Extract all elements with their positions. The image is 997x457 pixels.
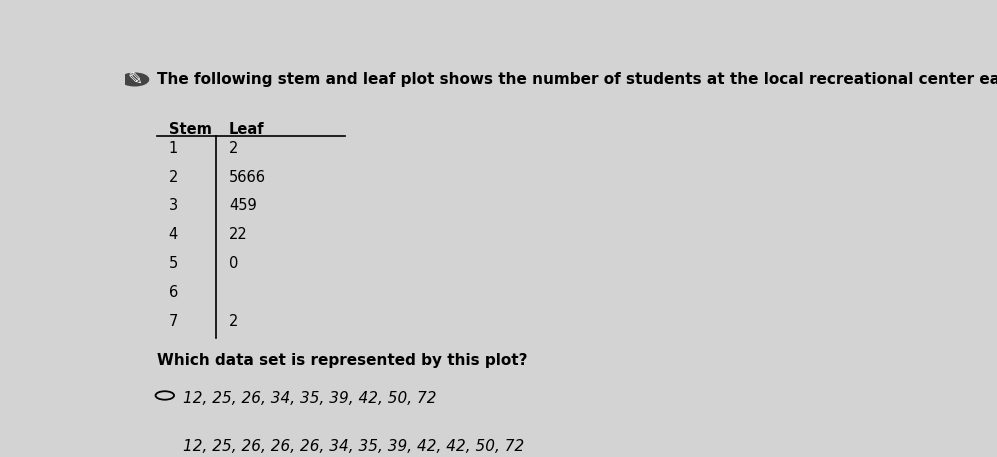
Text: 3: 3 xyxy=(168,198,177,213)
Text: 2: 2 xyxy=(229,314,238,329)
Text: 1: 1 xyxy=(168,141,177,156)
Text: 5666: 5666 xyxy=(229,170,266,185)
Text: 5: 5 xyxy=(168,256,177,271)
Text: 0: 0 xyxy=(229,256,238,271)
Circle shape xyxy=(121,73,149,86)
Text: ✎: ✎ xyxy=(127,70,143,89)
Text: 7: 7 xyxy=(168,314,178,329)
Text: 12, 25, 26, 34, 35, 39, 42, 50, 72: 12, 25, 26, 34, 35, 39, 42, 50, 72 xyxy=(182,391,436,406)
Text: 22: 22 xyxy=(229,227,247,242)
Text: 2: 2 xyxy=(229,141,238,156)
Text: Stem: Stem xyxy=(168,122,211,137)
Text: 4: 4 xyxy=(168,227,177,242)
Text: Which data set is represented by this plot?: Which data set is represented by this pl… xyxy=(158,352,527,367)
Text: 12, 25, 26, 26, 26, 34, 35, 39, 42, 42, 50, 72: 12, 25, 26, 26, 26, 34, 35, 39, 42, 42, … xyxy=(182,439,523,454)
Text: Leaf: Leaf xyxy=(229,122,264,137)
Text: 6: 6 xyxy=(168,285,177,300)
Text: 459: 459 xyxy=(229,198,256,213)
Text: The following stem and leaf plot shows the number of students at the local recre: The following stem and leaf plot shows t… xyxy=(158,72,997,87)
Text: 2: 2 xyxy=(168,170,178,185)
